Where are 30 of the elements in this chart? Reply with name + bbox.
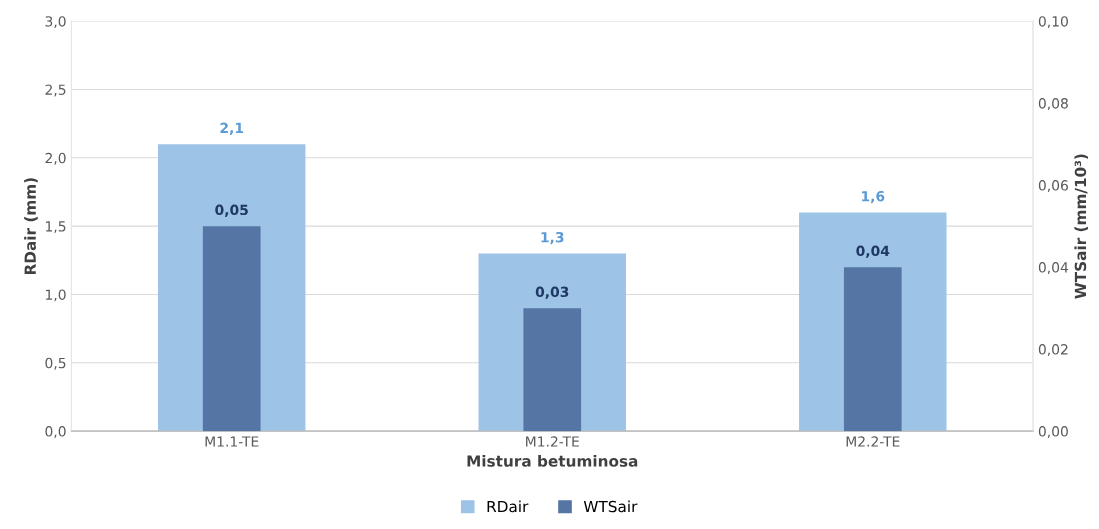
y-tick-label: 1,5 bbox=[46, 221, 66, 234]
x-tick-label: M2.2-TE bbox=[846, 436, 900, 447]
legend-label: WTSair bbox=[583, 500, 638, 513]
y2-axis-title: WTSair (mm/10³) bbox=[1074, 154, 1089, 299]
bar bbox=[523, 308, 582, 432]
y2-tick-label: 0,00 bbox=[1038, 426, 1068, 439]
y2-tick-label: 0,06 bbox=[1038, 180, 1068, 193]
x-tick-label: M1.1-TE bbox=[205, 436, 259, 447]
data-label: 0,03 bbox=[535, 286, 569, 299]
y2-tick-label: 0,02 bbox=[1038, 344, 1068, 357]
legend-label: RDair bbox=[487, 500, 529, 513]
y-tick-label: 2,0 bbox=[45, 152, 66, 165]
x-axis-title: Mistura betuminosa bbox=[467, 454, 638, 467]
x-tick-label: M1.2-TE bbox=[526, 436, 579, 447]
y-tick-label: 0,0 bbox=[45, 426, 66, 439]
y2-tick-label: 0,08 bbox=[1038, 98, 1068, 111]
data-label: 1,3 bbox=[541, 231, 564, 245]
bar bbox=[202, 226, 261, 432]
bar bbox=[843, 267, 902, 432]
data-label: 2,1 bbox=[220, 122, 244, 135]
y2-tick-label: 0,04 bbox=[1038, 262, 1069, 275]
y-tick-label: 1,0 bbox=[46, 289, 66, 302]
data-label: 0,04 bbox=[856, 245, 890, 258]
y-tick-label: 3,0 bbox=[45, 16, 66, 29]
y-tick-label: 0,5 bbox=[45, 357, 66, 370]
y-axis-title: RDair (mm) bbox=[24, 178, 38, 275]
data-label: 0,05 bbox=[215, 204, 248, 217]
y-tick-label: 2,5 bbox=[45, 84, 66, 97]
data-label: 1,6 bbox=[862, 190, 885, 204]
y2-tick-label: 0,10 bbox=[1038, 16, 1068, 29]
